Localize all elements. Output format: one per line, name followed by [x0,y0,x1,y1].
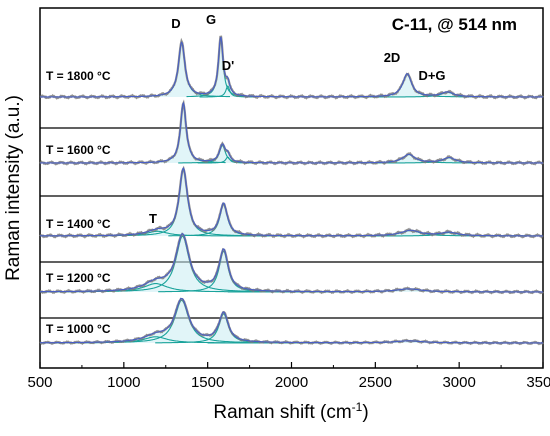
x-axis-label-tail: ) [362,402,368,423]
cumulative-fit [40,36,543,98]
plot-frame [39,7,544,369]
fit-area [40,37,543,97]
x-tick-label: 3500 [526,374,550,391]
series-label: T = 1800 °C [46,69,111,83]
x-axis-label-superscript: -1 [352,400,363,414]
x-axis-label-main: Raman shift (cm [213,402,351,423]
peak-label-T: T [149,211,157,226]
spectrum-1: T = 1800 °C [39,35,544,100]
peak-label-G: G [206,12,216,27]
spectrum-5: T = 1000 °C [39,297,544,346]
cumulative-fit [40,233,543,293]
series-label: T = 1200 °C [46,271,111,285]
x-tick-label: 500 [27,374,52,391]
cumulative-fit [40,297,543,344]
series-label: T = 1000 °C [46,322,111,336]
spectrum-2: T = 1600 °C [39,99,544,166]
x-axis-label: Raman shift (cm-1) [213,400,368,423]
peak-component-G [158,250,289,293]
spectrum-3: T = 1400 °C [39,165,544,239]
fit-area [40,103,543,163]
peak-label-2D: 2D [384,50,401,65]
x-tick-label: 3000 [442,374,475,391]
experimental-data [39,99,544,166]
cumulative-fit [40,101,543,164]
series-label: T = 1600 °C [46,143,111,157]
spectra-group: T = 1800 °C T = 1600 °C T = 1400 °C T = 120… [39,12,544,346]
peak-component-D [86,235,279,293]
chart-title: C-11, @ 514 nm [392,15,517,34]
spectrum-4: T = 1200 °C [39,232,544,295]
experimental-data [39,232,544,295]
x-tick-label: 1000 [107,374,140,391]
x-tick-label: 2000 [275,374,308,391]
x-tick-label: 1500 [191,374,224,391]
x-tick-label: 2500 [359,374,392,391]
experimental-data [39,35,544,100]
experimental-data [39,165,544,239]
fit-area [40,168,543,236]
experimental-data [39,297,544,346]
fit-area [40,233,543,292]
y-axis-label: Raman intensity (a.u.) [3,95,24,281]
x-axis: 500 1000 1500 2000 2500 3000 3500 [27,362,550,391]
series-label: T = 1400 °C [46,217,111,231]
cumulative-fit [40,167,543,237]
peak-label-D: D' [222,58,234,73]
peak-label-DG: D+G [418,68,445,83]
peak-label-D: D [171,16,180,31]
fit-area [40,298,543,343]
